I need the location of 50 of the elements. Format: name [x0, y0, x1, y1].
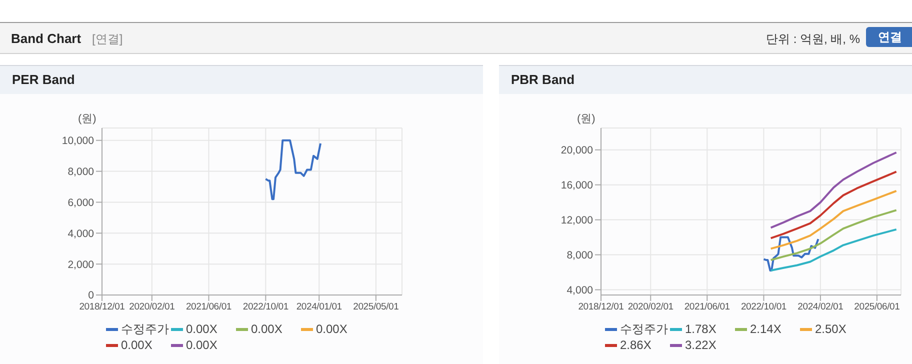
x-tick-label: 2020/02/01 — [628, 302, 674, 313]
x-tick-label: 2024/01/01 — [296, 302, 342, 313]
y-axis-title: (원) — [78, 112, 96, 126]
legend-label: 0.00X — [316, 322, 348, 336]
x-tick-label: 2020/02/01 — [129, 302, 175, 313]
x-tick-label: 2021/06/01 — [186, 302, 232, 313]
text: Band Chart — [11, 31, 82, 46]
y-tick-label: 4,000 — [68, 228, 94, 240]
line-series — [762, 236, 820, 272]
line-series — [770, 170, 898, 240]
x-tick-label: 2018/12/01 — [79, 302, 125, 313]
line-series — [770, 209, 898, 262]
x-tick-label: 2022/10/01 — [242, 302, 288, 313]
y-tick-label: 8,000 — [68, 166, 94, 178]
chart-title: PER Band — [12, 72, 75, 87]
legend-label: 수정주가 — [121, 320, 169, 338]
line-series — [770, 190, 898, 250]
legend-label: 0.00X — [186, 338, 218, 352]
y-axis-title: (원) — [577, 112, 596, 126]
x-tick-label: 2025/06/01 — [854, 302, 900, 313]
x-tick-label: 2021/06/01 — [684, 302, 730, 313]
x-tick-label: 2025/05/01 — [353, 302, 399, 313]
x-tick-label: 2022/10/01 — [740, 302, 786, 313]
y-tick-label: 16,000 — [560, 180, 594, 192]
legend-label: 0.00X — [251, 322, 282, 336]
text: [연결] — [92, 31, 123, 48]
y-tick-label: 0 — [88, 290, 94, 302]
legend-label: 2.50X — [815, 322, 846, 336]
text: 단위 : 억원, 배, % — [766, 31, 860, 48]
y-tick-label: 10,000 — [62, 135, 94, 148]
text: 연결 — [866, 27, 912, 47]
legend-label: 0.00X — [186, 322, 218, 336]
y-tick-label: 20,000 — [560, 144, 594, 157]
y-tick-label: 2,000 — [68, 258, 94, 271]
y-tick-label: 4,000 — [566, 284, 594, 296]
legend-label: 수정주가 — [620, 320, 668, 338]
legend-label: 2.14X — [750, 322, 782, 336]
legend-label: 1.78X — [685, 322, 716, 336]
line-series — [264, 139, 322, 200]
x-tick-label: 2018/12/01 — [578, 302, 624, 313]
y-tick-label: 8,000 — [566, 250, 594, 262]
x-tick-label: 2024/02/01 — [798, 302, 844, 313]
legend-label: 3.22X — [685, 338, 716, 352]
line-series — [770, 151, 898, 229]
y-tick-label: 12,000 — [560, 214, 594, 227]
line-series — [770, 228, 898, 272]
legend-label: 0.00X — [121, 338, 152, 352]
chart-title: PBR Band — [511, 72, 575, 87]
legend-label: 2.86X — [620, 338, 652, 352]
y-tick-label: 6,000 — [68, 196, 94, 209]
